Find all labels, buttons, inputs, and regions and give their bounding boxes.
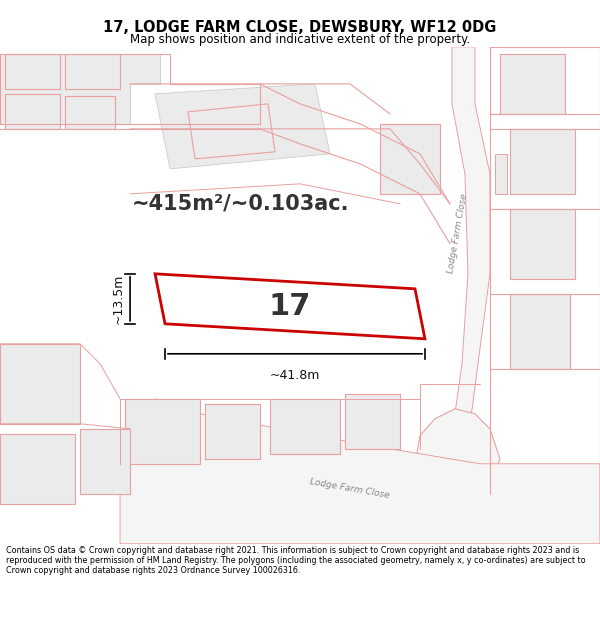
Polygon shape (80, 429, 130, 494)
Text: 17: 17 (269, 292, 311, 321)
Polygon shape (380, 124, 440, 194)
Text: Contains OS data © Crown copyright and database right 2021. This information is : Contains OS data © Crown copyright and d… (6, 546, 586, 576)
Polygon shape (155, 274, 425, 339)
Polygon shape (205, 404, 260, 459)
Polygon shape (5, 94, 60, 129)
Polygon shape (510, 129, 575, 194)
Polygon shape (5, 54, 60, 89)
Polygon shape (495, 154, 507, 194)
Polygon shape (345, 394, 400, 449)
Polygon shape (435, 47, 490, 494)
Polygon shape (65, 96, 115, 129)
Text: ~41.8m: ~41.8m (270, 369, 320, 382)
Text: ~415m²/~0.103ac.: ~415m²/~0.103ac. (131, 194, 349, 214)
Polygon shape (155, 84, 330, 169)
Polygon shape (270, 399, 340, 454)
Polygon shape (0, 344, 80, 424)
Polygon shape (65, 54, 120, 89)
Polygon shape (500, 54, 565, 114)
Text: Lodge Farm Close: Lodge Farm Close (446, 193, 469, 274)
Text: Map shows position and indicative extent of the property.: Map shows position and indicative extent… (130, 32, 470, 46)
Polygon shape (415, 409, 500, 499)
Polygon shape (120, 399, 600, 544)
Polygon shape (188, 104, 275, 159)
Text: ~13.5m: ~13.5m (112, 274, 125, 324)
Polygon shape (125, 399, 200, 464)
Polygon shape (510, 294, 570, 369)
Polygon shape (0, 434, 75, 504)
Polygon shape (0, 54, 160, 124)
Text: Lodge Farm Close: Lodge Farm Close (310, 478, 391, 500)
Polygon shape (510, 209, 575, 279)
Text: 17, LODGE FARM CLOSE, DEWSBURY, WF12 0DG: 17, LODGE FARM CLOSE, DEWSBURY, WF12 0DG (103, 20, 497, 35)
